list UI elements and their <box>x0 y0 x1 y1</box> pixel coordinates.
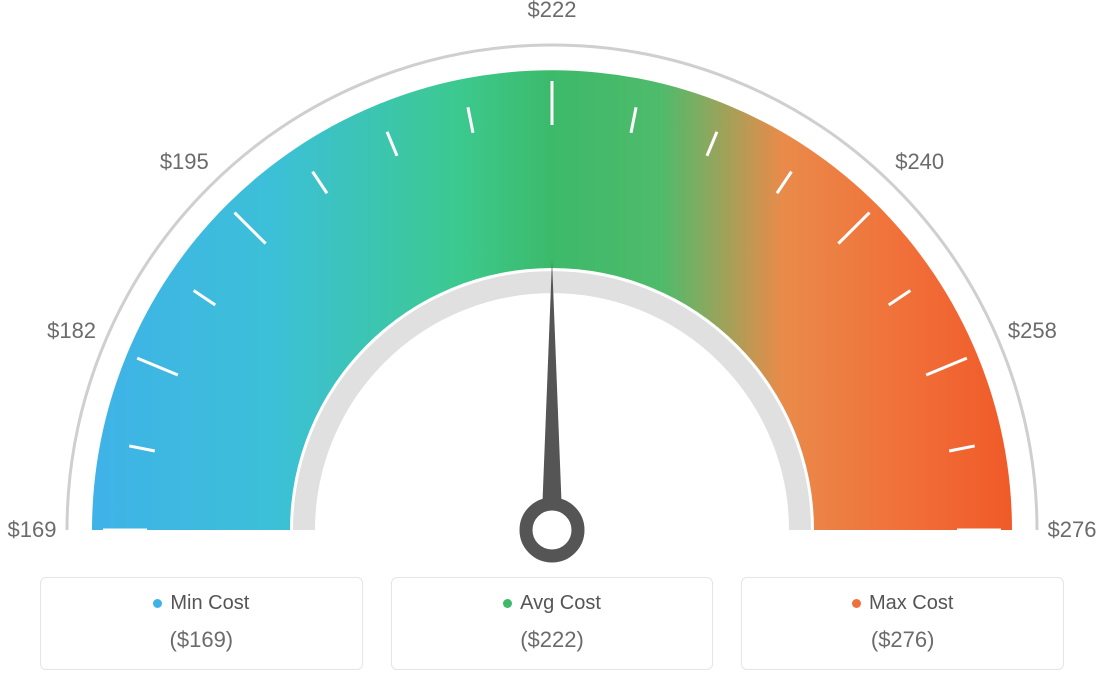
tick-label: $222 <box>528 0 577 23</box>
gauge: $169 $182 $195 $222 $240 $258 $276 <box>0 0 1104 570</box>
dot-icon <box>852 599 861 608</box>
tick-label: $240 <box>895 149 944 175</box>
gauge-hub <box>526 504 578 556</box>
legend-value-avg: ($222) <box>402 627 703 653</box>
legend-value-min: ($169) <box>51 627 352 653</box>
legend-card-min: Min Cost ($169) <box>40 577 363 670</box>
tick-label: $258 <box>1008 318 1057 344</box>
dot-icon <box>503 599 512 608</box>
gauge-svg <box>0 0 1104 570</box>
legend-title-label: Min Cost <box>170 592 249 615</box>
tick-label: $276 <box>1048 517 1097 543</box>
tick-label: $195 <box>160 149 209 175</box>
legend-title-max: Max Cost <box>852 592 953 615</box>
dot-icon <box>153 599 162 608</box>
legend-card-max: Max Cost ($276) <box>741 577 1064 670</box>
legend-row: Min Cost ($169) Avg Cost ($222) Max Cost… <box>40 577 1064 670</box>
legend-title-avg: Avg Cost <box>503 592 601 615</box>
legend-title-label: Max Cost <box>869 592 953 615</box>
legend-title-min: Min Cost <box>153 592 249 615</box>
chart-container: $169 $182 $195 $222 $240 $258 $276 Min Cost ($… <box>0 0 1104 690</box>
legend-card-avg: Avg Cost ($222) <box>391 577 714 670</box>
legend-title-label: Avg Cost <box>520 592 601 615</box>
tick-label: $169 <box>8 517 57 543</box>
legend-value-max: ($276) <box>752 627 1053 653</box>
tick-label: $182 <box>47 318 96 344</box>
